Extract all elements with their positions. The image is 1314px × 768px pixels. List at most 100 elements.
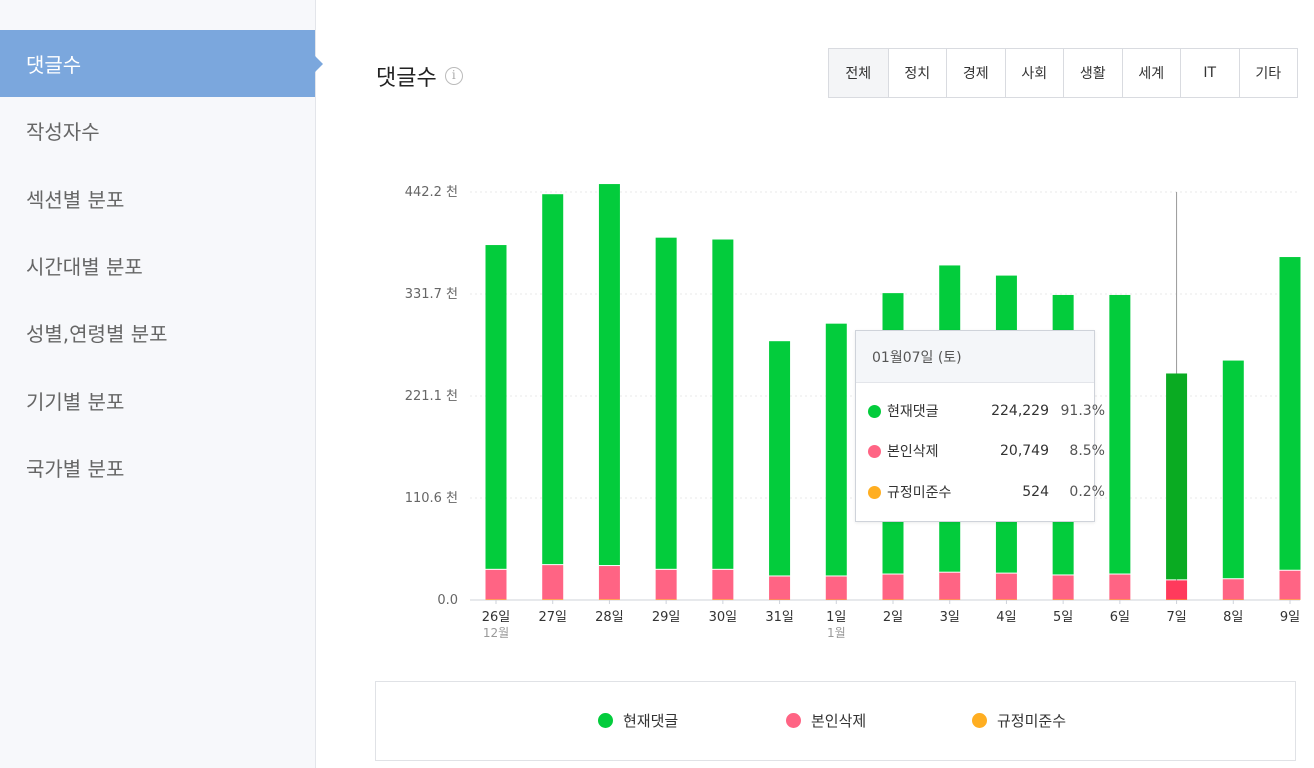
bar-segment-deleted [712, 569, 734, 600]
x-tick-label: 2일 [883, 610, 903, 625]
x-tick-label: 9일 [1280, 610, 1300, 625]
tooltip-row: 현재댓글 224,229 91.3% [868, 401, 1105, 421]
sidebar-item-label: 섹션별 분포 [26, 188, 125, 212]
tab-life[interactable]: 생활 [1063, 49, 1122, 97]
tooltip-percent: 0.2% [1069, 484, 1105, 500]
bar-segment-violation [542, 599, 564, 600]
legend-item-deleted[interactable]: 본인삭제 [786, 710, 866, 731]
bar-segment-deleted [1109, 574, 1131, 600]
bar-segment-current [825, 323, 847, 576]
tab-politics[interactable]: 정치 [887, 49, 946, 97]
legend-item-current[interactable]: 현재댓글 [598, 710, 678, 731]
tooltip-date: 01월07일 (토) [856, 331, 1094, 383]
legend-label: 본인삭제 [811, 712, 867, 730]
bar-segment-current [655, 237, 677, 569]
bar-segment-deleted [1279, 570, 1301, 600]
sidebar-item-country-distribution[interactable]: 국가별 분포 [0, 434, 315, 501]
bar-segment-violation [655, 599, 677, 600]
sidebar-item-label: 국가별 분포 [26, 457, 125, 481]
bar-segment-current [542, 194, 564, 565]
legend-label: 규정미준수 [997, 712, 1067, 730]
x-month-label: 1월 [827, 626, 846, 640]
tooltip-series-name: 현재댓글 [887, 404, 939, 420]
bar-segment-current [1109, 294, 1131, 574]
section-tabs: 전체 정치 경제 사회 생활 세계 IT 기타 [828, 48, 1298, 98]
y-tick-label: 442.2 천 [405, 185, 458, 200]
bar-segment-current [1166, 373, 1188, 580]
bar-segment-violation [598, 599, 620, 600]
x-tick-label: 29일 [652, 610, 681, 625]
tooltip-percent: 91.3% [1060, 403, 1105, 419]
bar-segment-current [712, 239, 734, 569]
bar-segment-violation [712, 599, 734, 600]
x-month-label: 12월 [483, 626, 509, 640]
legend-label: 현재댓글 [623, 712, 679, 730]
bar-segment-current [769, 341, 791, 576]
bar-segment-violation [1109, 599, 1131, 600]
x-tick-label: 1일 [826, 610, 846, 625]
tab-society[interactable]: 사회 [1004, 49, 1063, 97]
bar-segment-deleted [542, 565, 564, 600]
chart-tooltip: 01월07일 (토) 현재댓글 224,229 91.3% 본인삭제 20,74… [855, 330, 1105, 522]
bar-segment-current [485, 245, 507, 569]
bar-segment-deleted [1052, 575, 1074, 600]
bar-segment-deleted [598, 566, 620, 600]
bar-segment-violation [939, 599, 961, 600]
bar-segment-deleted [1166, 580, 1188, 600]
tooltip-series-name: 본인삭제 [887, 444, 939, 460]
bar-segment-deleted [1222, 579, 1244, 600]
tooltip-series-name: 규정미준수 [887, 485, 952, 501]
bar-segment-deleted [485, 569, 507, 600]
tooltip-value: 224,229 [991, 403, 1049, 419]
sidebar-item-label: 기기별 분포 [26, 390, 125, 414]
x-tick-label: 3일 [940, 610, 960, 625]
bar-segment-violation [485, 599, 507, 600]
bar-segment-current [598, 184, 620, 566]
pink-dot-icon [868, 444, 881, 458]
bar-segment-violation [1052, 599, 1074, 600]
tab-all[interactable]: 전체 [829, 49, 888, 97]
info-icon[interactable]: i [444, 67, 463, 85]
y-tick-label: 221.1 천 [405, 389, 458, 404]
x-tick-label: 6일 [1110, 610, 1130, 625]
orange-dot-icon [972, 713, 987, 728]
bar-segment-deleted [882, 574, 904, 600]
legend-item-violation[interactable]: 규정미준수 [972, 710, 1066, 731]
x-tick-label: 27일 [538, 610, 567, 625]
orange-dot-icon [868, 485, 881, 499]
sidebar-item-label: 성별,연령별 분포 [26, 322, 168, 346]
bar-segment-current [1279, 257, 1301, 570]
bar-segment-violation [995, 599, 1017, 600]
y-tick-label: 110.6 천 [405, 491, 458, 506]
bar-segment-current [1222, 360, 1244, 579]
bar-segment-deleted [939, 572, 961, 600]
tab-it[interactable]: IT [1180, 49, 1239, 97]
sidebar-item-authors[interactable]: 작성자수 [0, 97, 315, 164]
sidebar-item-label: 시간대별 분포 [26, 255, 143, 279]
sidebar-item-comments[interactable]: 댓글수 [0, 30, 323, 97]
page-title: 댓글수 i [376, 60, 463, 92]
x-tick-label: 7일 [1166, 610, 1186, 625]
sidebar-item-time-distribution[interactable]: 시간대별 분포 [0, 232, 315, 299]
sidebar-item-section-distribution[interactable]: 섹션별 분포 [0, 165, 315, 232]
bar-segment-deleted [655, 569, 677, 600]
sidebar: 댓글수 작성자수 섹션별 분포 시간대별 분포 성별,연령별 분포 기기별 분포… [0, 0, 323, 768]
bar-segment-deleted [825, 576, 847, 600]
sidebar-item-device-distribution[interactable]: 기기별 분포 [0, 367, 315, 434]
sidebar-item-gender-age-distribution[interactable]: 성별,연령별 분포 [0, 299, 315, 366]
y-tick-label: 0.0 [437, 593, 458, 608]
pink-dot-icon [786, 713, 801, 728]
sidebar-item-label: 댓글수 [26, 53, 82, 77]
bar-segment-violation [1279, 599, 1301, 600]
chart-legend: 현재댓글 본인삭제 규정미준수 [375, 681, 1296, 761]
bar-segment-deleted [995, 573, 1017, 600]
page-title-text: 댓글수 [376, 66, 437, 91]
sidebar-item-label: 작성자수 [26, 120, 100, 144]
tab-etc[interactable]: 기타 [1238, 49, 1297, 97]
y-tick-label: 331.7 천 [405, 287, 458, 302]
tab-economy[interactable]: 경제 [946, 49, 1005, 97]
tab-world[interactable]: 세계 [1121, 49, 1180, 97]
x-tick-label: 4일 [996, 610, 1016, 625]
x-tick-label: 5일 [1053, 610, 1073, 625]
